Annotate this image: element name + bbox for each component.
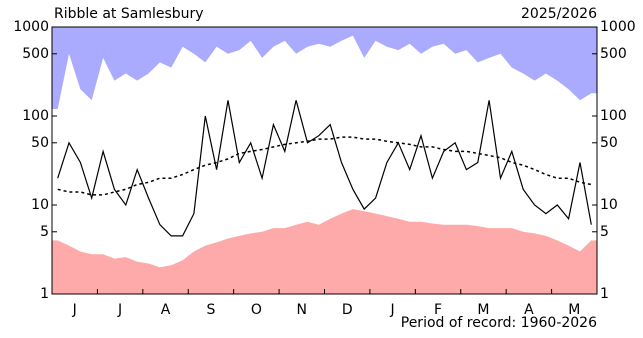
y-tick-label: 1000 [13, 19, 49, 35]
mean-line [57, 136, 592, 196]
y-tick-label: 100 [22, 108, 49, 124]
x-tick-label: J [72, 302, 77, 318]
y-tick-label: 10 [31, 197, 49, 213]
x-tick-label: A [524, 302, 534, 318]
min-envelope [52, 209, 597, 294]
x-tick-label: O [251, 302, 262, 318]
annotation: Period of record: 1960-2026 [401, 315, 597, 331]
y-tick-label: 5 [40, 224, 49, 240]
x-tick-label: A [161, 302, 171, 318]
y-tick-label: 500 [22, 46, 49, 62]
x-tick-label: N [297, 302, 307, 318]
flow-line [57, 100, 592, 237]
y-tick-label: 50 [31, 135, 49, 151]
chart-title: Ribble at Samlesbury [54, 6, 204, 22]
y2-tick-label: 5 [600, 224, 609, 240]
y2-tick-label: 1 [600, 286, 609, 302]
y2-tick-label: 10 [600, 197, 618, 213]
max-envelope [52, 27, 597, 109]
y-tick-label: 1 [40, 286, 49, 302]
y2-tick-label: 500 [600, 46, 627, 62]
y2-tick-label: 50 [600, 135, 618, 151]
chart-subtitle: 2025/2026 [521, 6, 597, 22]
x-tick-label: J [390, 302, 395, 318]
x-tick-label: M [477, 302, 489, 318]
x-tick-label: M [568, 302, 580, 318]
x-tick-label: J [117, 302, 122, 318]
x-tick-label: S [207, 302, 216, 318]
y2-tick-label: 100 [600, 108, 627, 124]
x-tick-label: D [342, 302, 353, 318]
x-tick-label: F [434, 302, 442, 318]
y2-tick-label: 1000 [600, 19, 636, 35]
